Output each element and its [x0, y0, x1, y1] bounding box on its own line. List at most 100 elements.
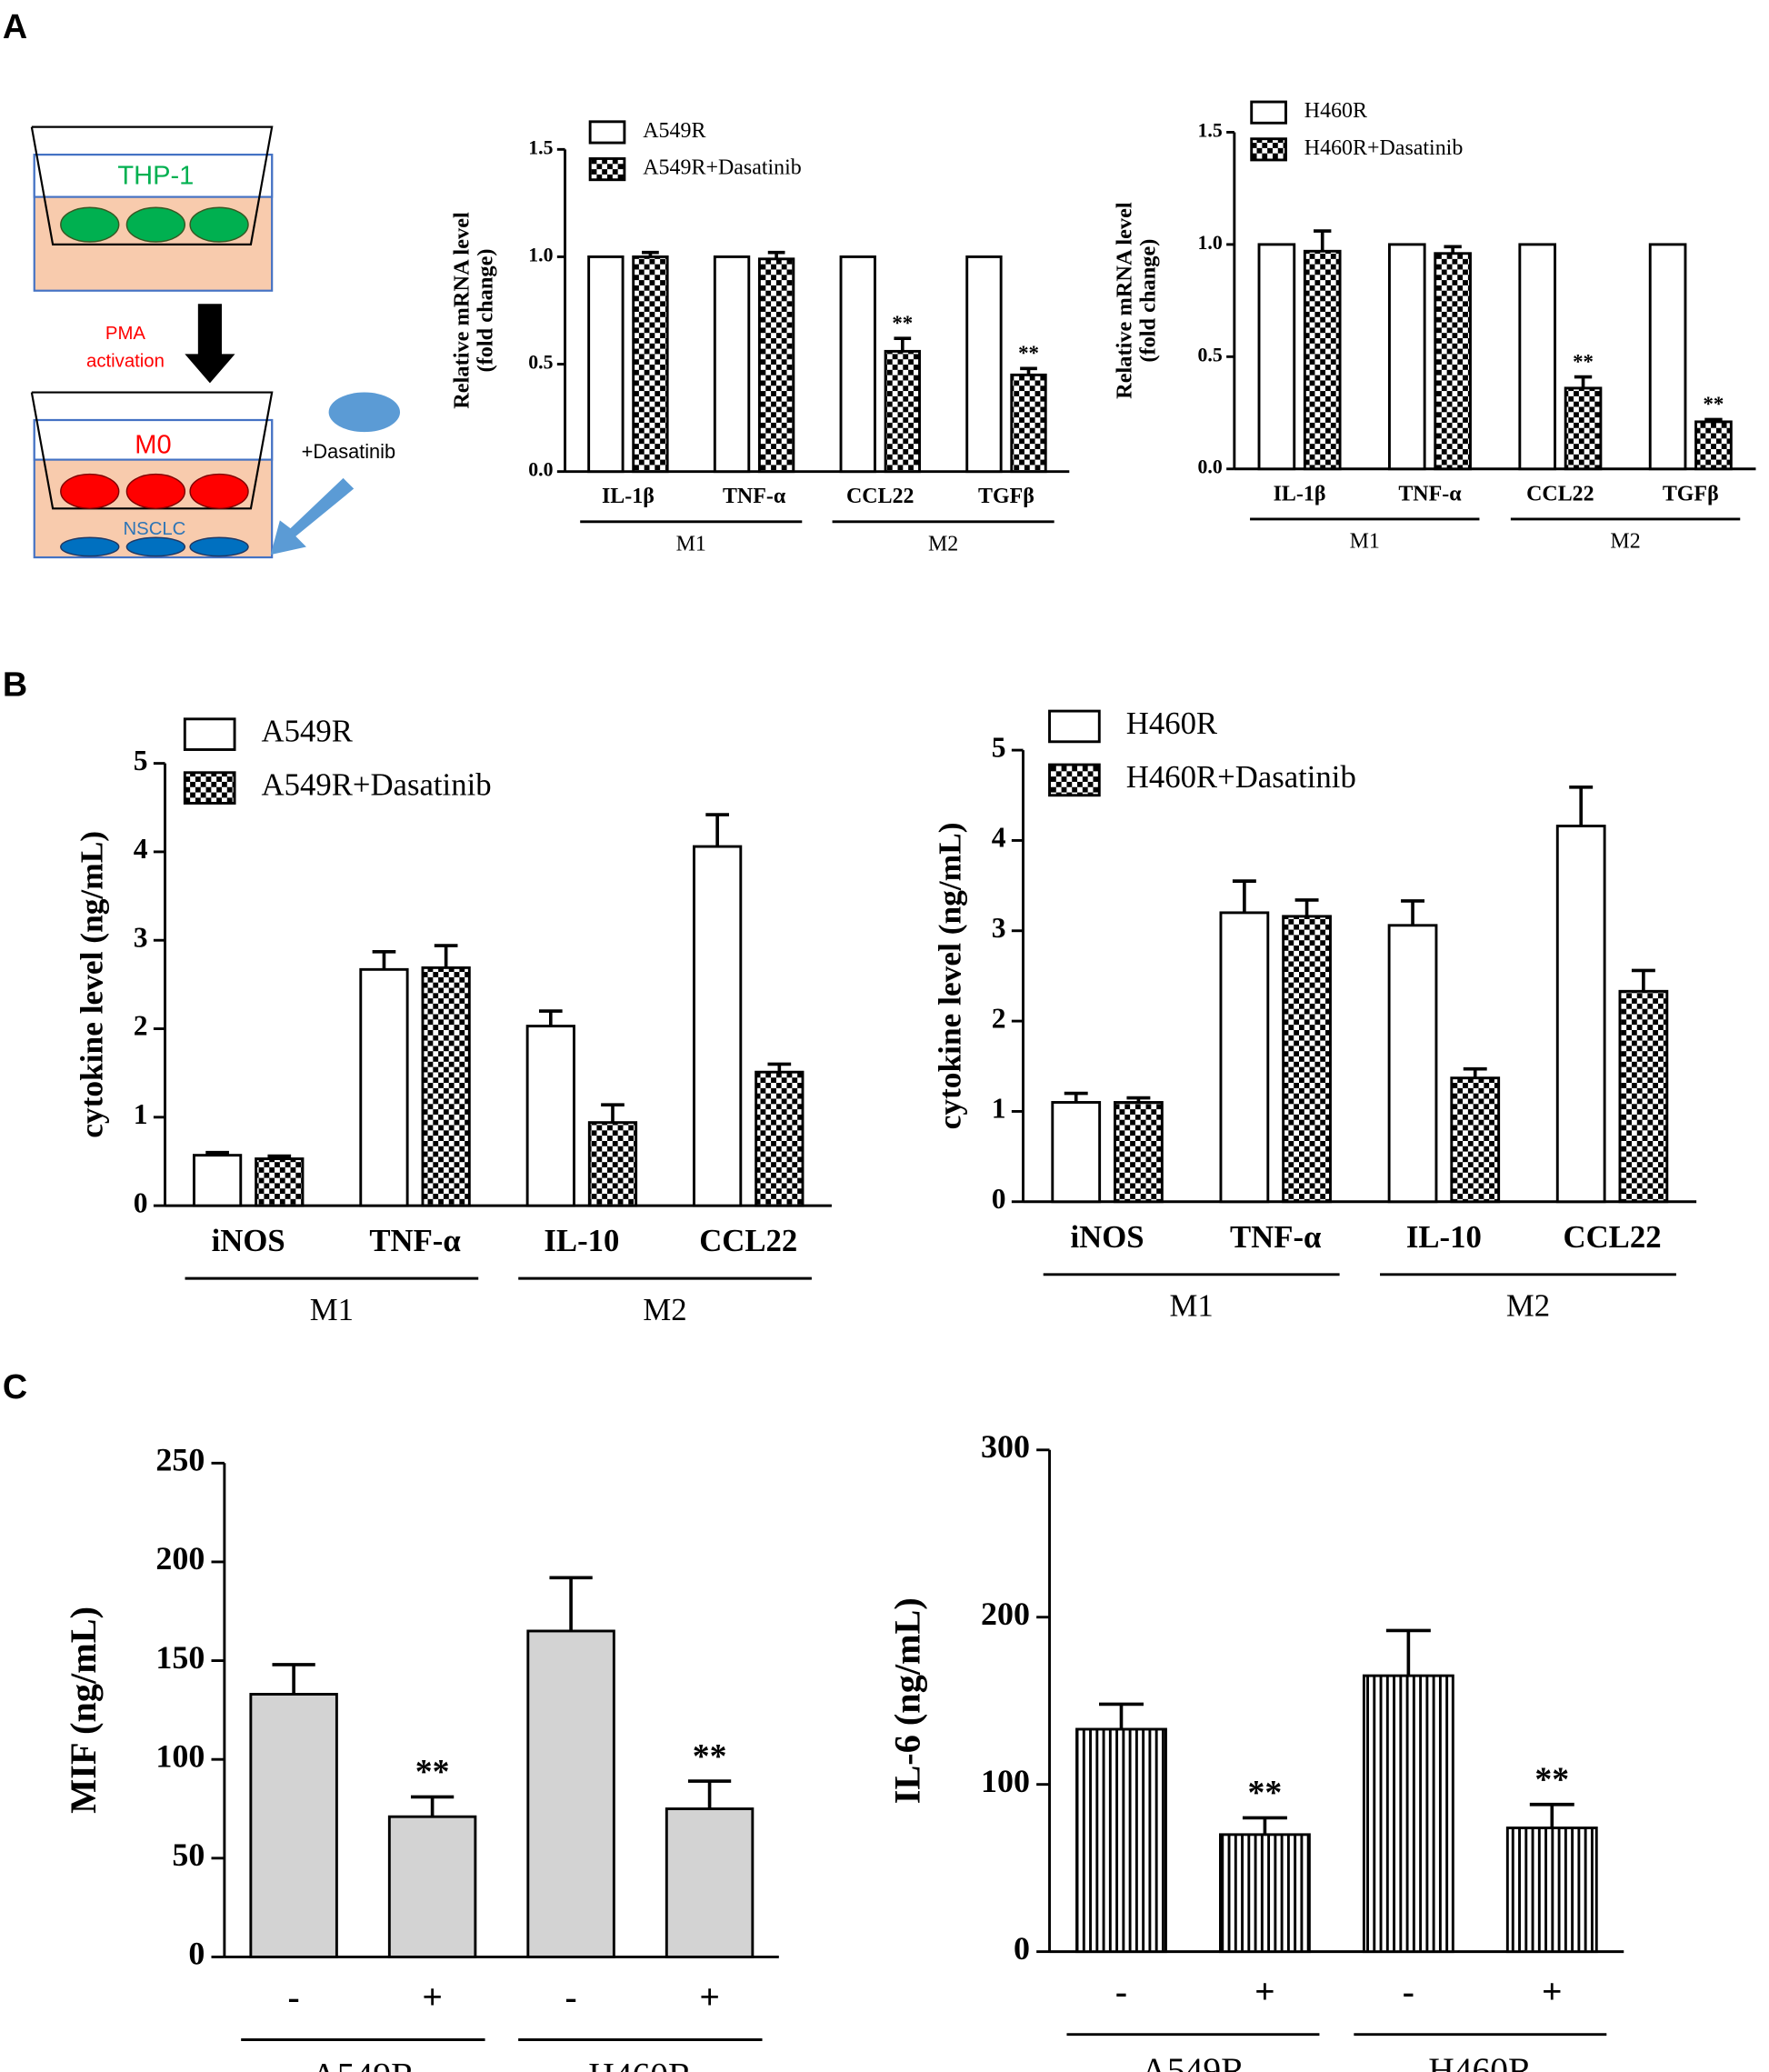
bar: [1114, 1101, 1164, 1204]
bar: [1303, 249, 1342, 471]
legend-label: A549R: [262, 714, 354, 749]
group-label: A549R: [1141, 2050, 1245, 2072]
y-tick-label: 100: [981, 1763, 1030, 1799]
panel-label: A: [3, 7, 27, 45]
legend-label: A549R+Dasatinib: [262, 767, 492, 803]
bar: [1075, 1727, 1167, 1954]
group-label: M1: [676, 532, 706, 556]
y-tick-label: 0: [134, 1186, 148, 1218]
x-tick-label: TNF-α: [369, 1223, 461, 1258]
bar: [757, 257, 795, 474]
y-axis-label: (fold change): [1135, 239, 1160, 363]
x-tick-label: CCL22: [1526, 482, 1594, 505]
group-label: A549R: [311, 2056, 415, 2072]
y-tick-label: 4: [134, 833, 148, 865]
x-tick-label: iNOS: [212, 1223, 285, 1258]
cell: [60, 536, 120, 557]
legend-label: H460R: [1304, 99, 1367, 123]
cell: [60, 473, 120, 510]
group-label: M2: [928, 532, 958, 556]
significance: **: [1248, 1774, 1283, 1812]
legend-swatch: [183, 717, 236, 751]
bar: [255, 1157, 305, 1207]
panel-label: B: [3, 665, 27, 703]
y-tick-label: 0.5: [1198, 344, 1223, 365]
y-tick-label: 3: [134, 921, 148, 953]
legend-swatch: [588, 157, 626, 182]
y-tick-label: 0.5: [528, 352, 553, 374]
y-tick-label: 1.5: [1198, 119, 1223, 141]
bar: [387, 1815, 477, 1958]
bar: [249, 1693, 338, 1958]
bar: [884, 349, 921, 474]
y-axis-label: Relative mRNA level: [449, 212, 474, 409]
x-tick-label: IL-10: [544, 1223, 619, 1258]
significance: **: [1534, 1760, 1569, 1798]
cell-label: THP-1: [117, 161, 194, 190]
y-tick-label: 5: [992, 731, 1006, 763]
panel-label: C: [3, 1367, 27, 1406]
x-tick-label: TGFβ: [978, 485, 1034, 508]
legend-swatch: [1250, 137, 1287, 162]
bar: [526, 1629, 615, 1958]
bar: [713, 255, 751, 474]
bar: [1219, 1833, 1311, 1954]
bar: [1434, 252, 1472, 471]
y-tick-label: 1: [134, 1098, 148, 1130]
bar: [587, 255, 625, 474]
y-tick-label: 100: [155, 1737, 205, 1774]
x-tick-label: iNOS: [1071, 1219, 1144, 1255]
drug-label: +Dasatinib: [302, 440, 395, 463]
cell: [125, 206, 186, 243]
bar: [665, 1807, 755, 1958]
bar: [525, 1025, 575, 1207]
bar: [1618, 989, 1669, 1204]
y-tick-label: 1.5: [528, 136, 553, 158]
bar: [1555, 825, 1606, 1204]
x-tick-label: -: [1115, 1972, 1127, 2012]
step-label: activation: [86, 352, 165, 372]
cell-label: M0: [135, 431, 171, 460]
legend-label: A549R+Dasatinib: [643, 156, 802, 180]
y-tick-label: 300: [981, 1428, 1030, 1465]
y-tick-label: 0: [992, 1183, 1006, 1215]
y-tick-label: 200: [981, 1596, 1030, 1632]
x-tick-label: TGFβ: [1663, 482, 1719, 505]
cell: [125, 473, 186, 510]
drug: [328, 392, 401, 433]
bar: [1362, 1674, 1454, 1954]
group-label: M1: [1350, 530, 1380, 554]
cell: [189, 206, 249, 243]
arrow: [270, 477, 355, 556]
bar: [1051, 1101, 1102, 1204]
bar: [192, 1154, 243, 1207]
y-tick-label: 4: [992, 822, 1006, 854]
cell: [189, 536, 249, 557]
y-tick-label: 0.0: [1198, 456, 1223, 478]
bar: [359, 967, 409, 1207]
y-tick-label: 2: [134, 1010, 148, 1042]
y-tick-label: 3: [992, 912, 1006, 944]
x-tick-label: +: [422, 1977, 443, 2017]
significance: **: [1704, 393, 1724, 415]
y-axis-label: (fold change): [473, 248, 497, 372]
bar: [755, 1070, 805, 1207]
group-label: M2: [1506, 1288, 1550, 1324]
legend-label: H460R: [1126, 706, 1218, 741]
bar: [1518, 243, 1557, 471]
significance: **: [892, 312, 913, 335]
cell: [189, 473, 249, 510]
group-label: M2: [1610, 530, 1640, 554]
y-tick-label: 250: [155, 1442, 205, 1478]
x-tick-label: TNF-α: [1230, 1219, 1322, 1255]
bar: [839, 255, 876, 474]
x-tick-label: -: [565, 1977, 577, 2017]
legend-label: H460R+Dasatinib: [1304, 136, 1464, 160]
x-tick-label: IL-1β: [1274, 482, 1326, 505]
bar: [1387, 243, 1426, 471]
bar: [1564, 386, 1603, 471]
well-top: [33, 418, 274, 461]
bar: [1450, 1076, 1501, 1204]
